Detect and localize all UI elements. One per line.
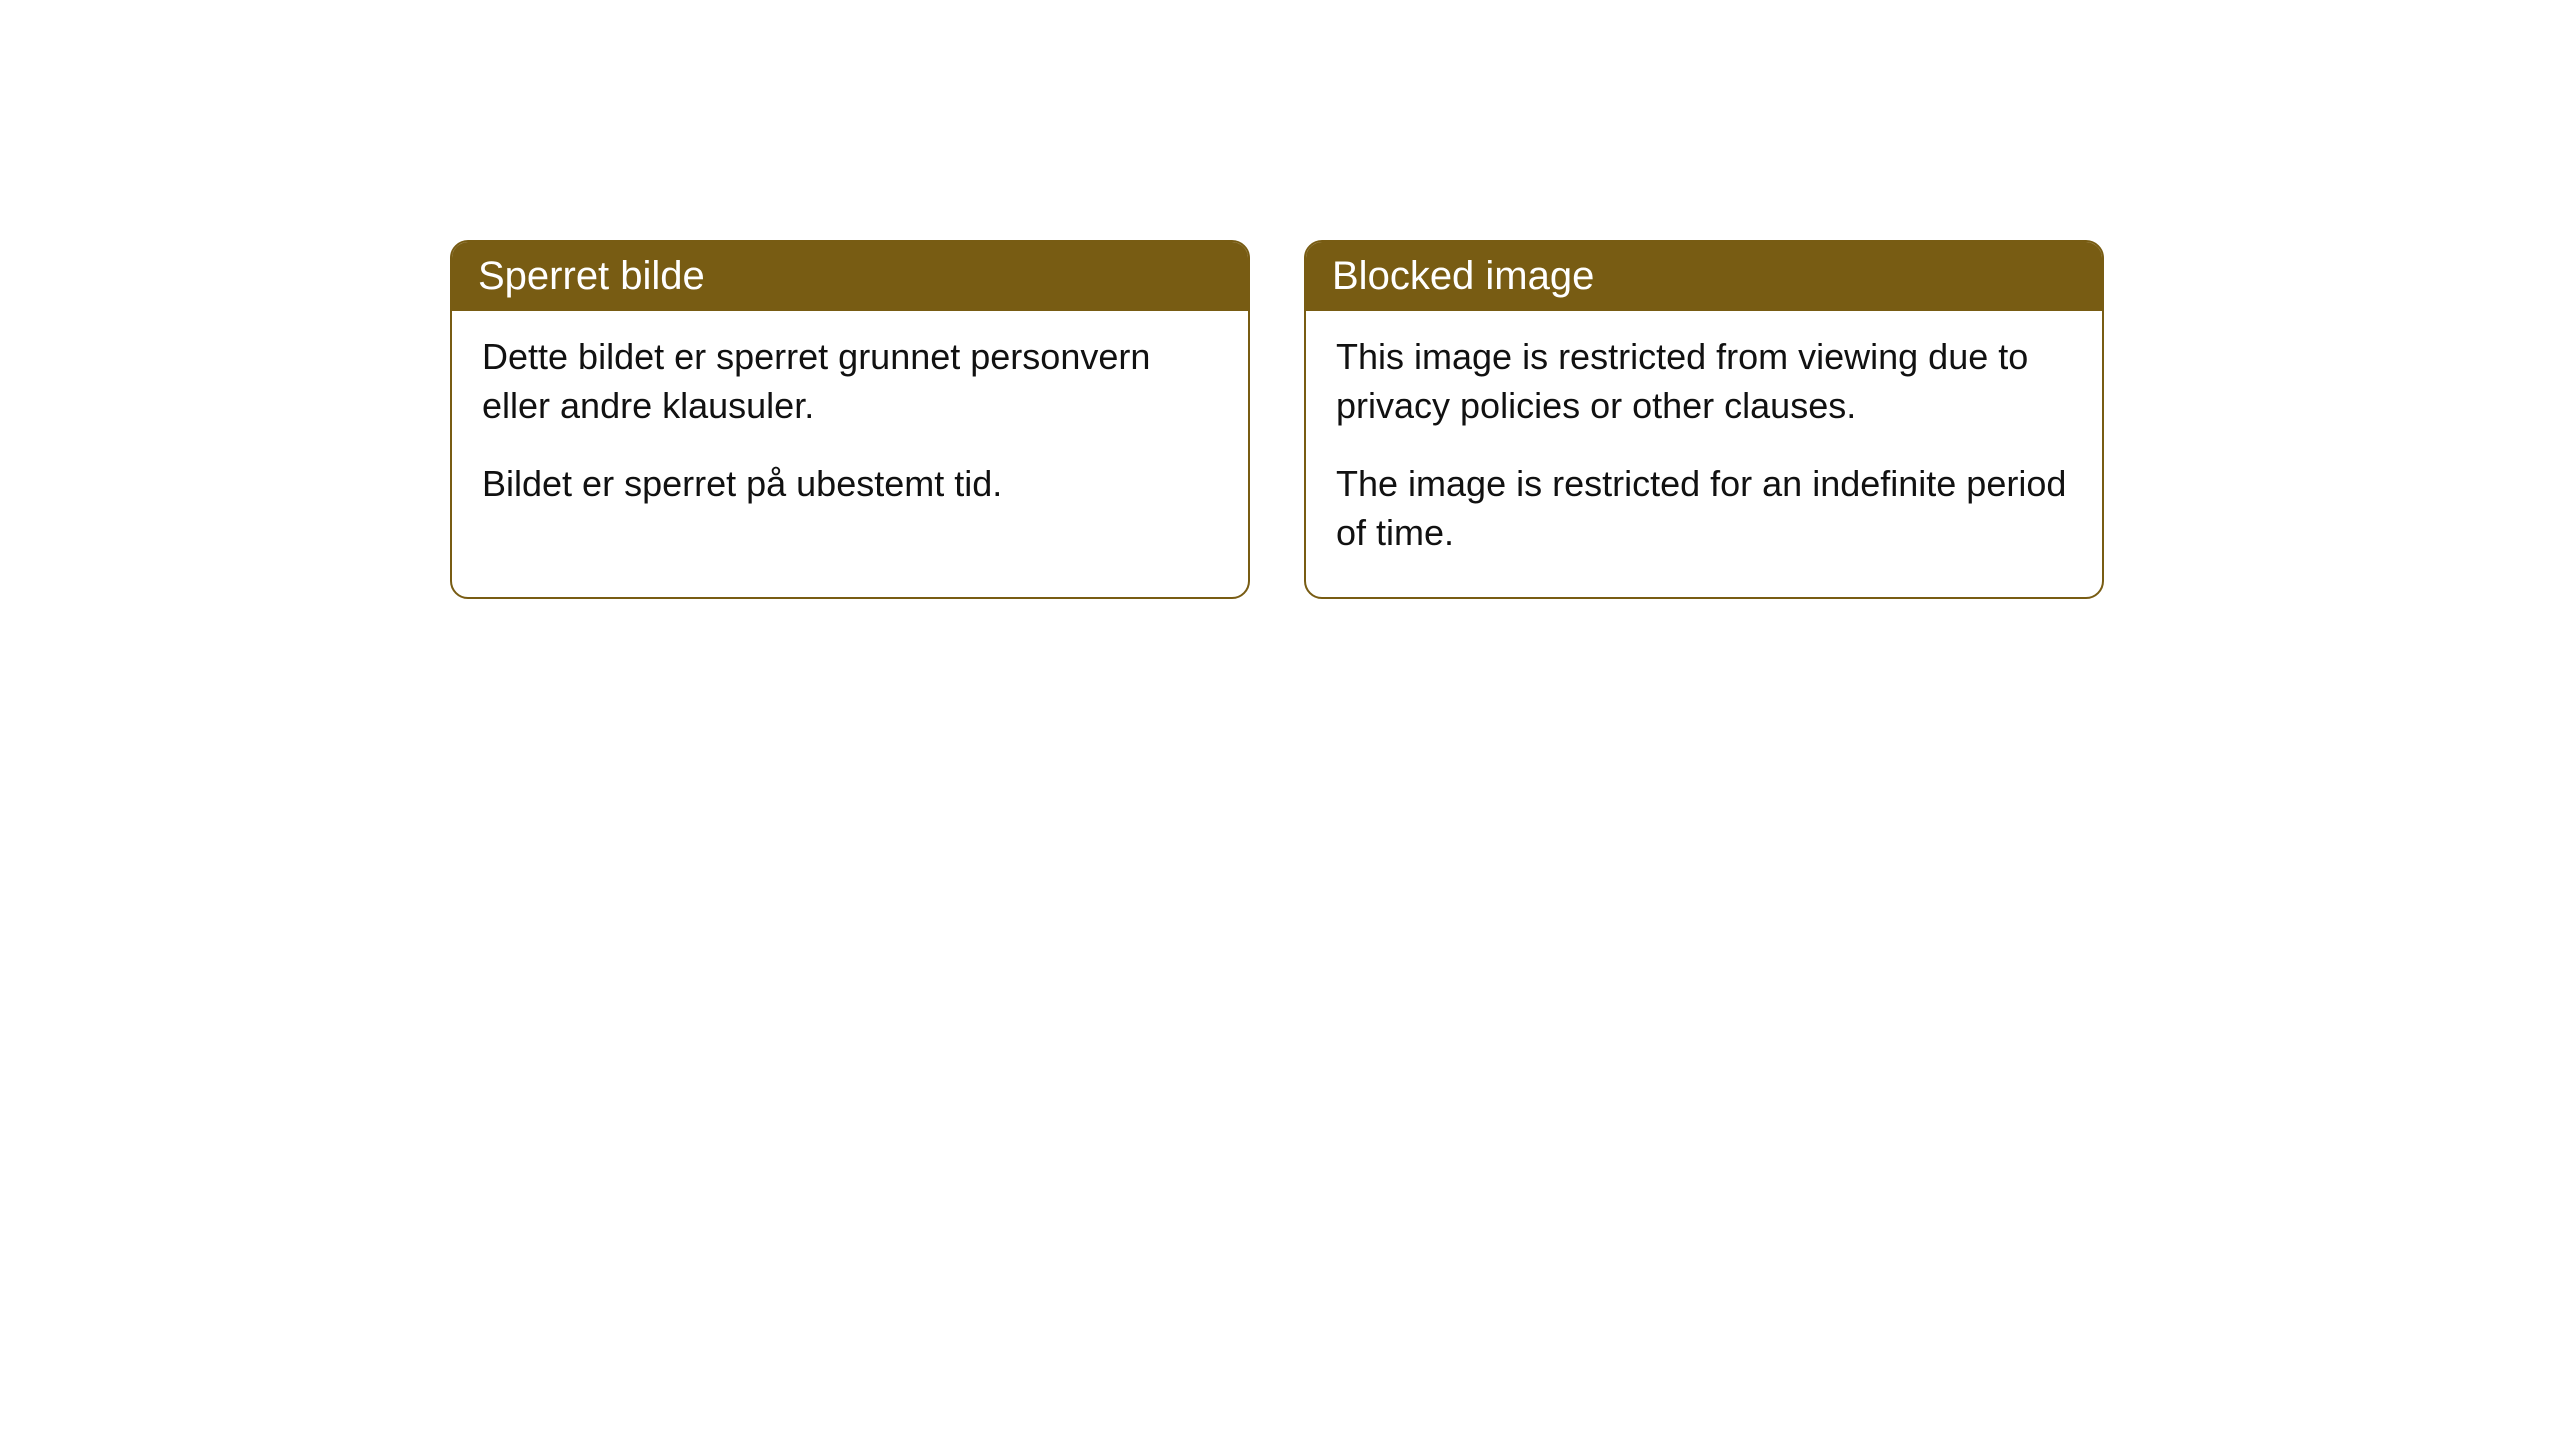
card-header: Blocked image	[1306, 242, 2102, 311]
card-paragraph: Dette bildet er sperret grunnet personve…	[482, 333, 1218, 430]
blocked-image-card-english: Blocked image This image is restricted f…	[1304, 240, 2104, 599]
card-title: Blocked image	[1332, 254, 1594, 298]
card-paragraph: Bildet er sperret på ubestemt tid.	[482, 460, 1218, 509]
card-header: Sperret bilde	[452, 242, 1248, 311]
card-paragraph: The image is restricted for an indefinit…	[1336, 460, 2072, 557]
blocked-image-card-norwegian: Sperret bilde Dette bildet er sperret gr…	[450, 240, 1250, 599]
card-body: This image is restricted from viewing du…	[1306, 311, 2102, 597]
card-paragraph: This image is restricted from viewing du…	[1336, 333, 2072, 430]
card-title: Sperret bilde	[478, 254, 705, 298]
notice-container: Sperret bilde Dette bildet er sperret gr…	[450, 240, 2104, 599]
card-body: Dette bildet er sperret grunnet personve…	[452, 311, 1248, 549]
